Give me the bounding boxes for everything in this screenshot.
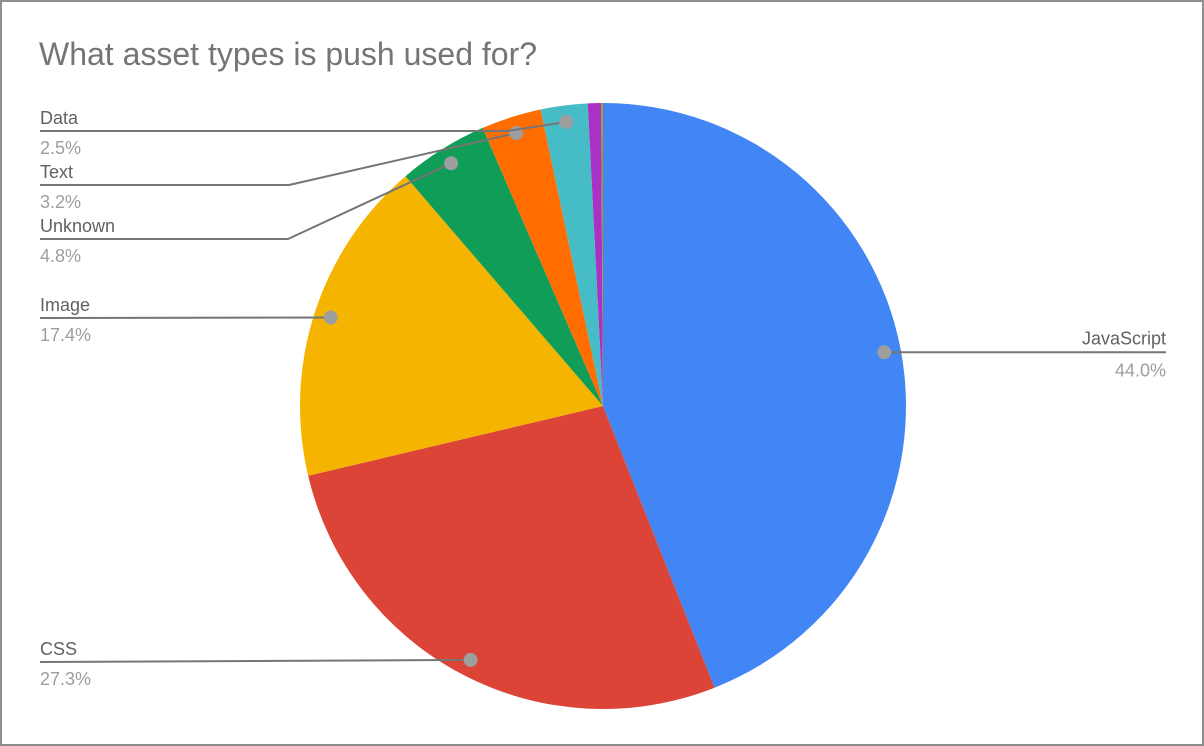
pie-slice-text[interactable] xyxy=(482,109,603,407)
chart-title: What asset types is push used for? xyxy=(39,36,538,72)
callout-line-text xyxy=(40,132,517,186)
slice-percent-text: 3.2% xyxy=(40,192,81,212)
pie-slice-unlabeled[interactable] xyxy=(601,103,603,406)
slice-percent-css: 27.3% xyxy=(40,669,91,689)
slice-percent-javascript: 44.0% xyxy=(1115,360,1166,380)
slice-percent-data: 2.5% xyxy=(40,138,81,158)
callout-dot-data xyxy=(559,115,574,129)
slice-label-data: Data xyxy=(40,108,79,128)
pie-slice-unknown[interactable] xyxy=(405,127,603,407)
callout-line-data xyxy=(40,121,567,132)
callout-dot-unknown xyxy=(444,156,459,171)
pie-slice-data[interactable] xyxy=(540,103,603,406)
callout-dot-css xyxy=(463,652,478,667)
slice-label-javascript: JavaScript xyxy=(1082,328,1166,348)
slice-percent-unknown: 4.8% xyxy=(40,246,81,266)
slice-label-text: Text xyxy=(40,162,73,182)
pie-slice-javascript[interactable] xyxy=(603,103,906,688)
pie-slice-css[interactable] xyxy=(308,406,715,709)
callout-line-image xyxy=(39,316,331,319)
callout-line-unknown xyxy=(40,162,452,240)
callout-line-css xyxy=(39,658,471,663)
slice-percent-image: 17.4% xyxy=(40,325,91,345)
slice-label-unknown: Unknown xyxy=(40,216,115,236)
slice-label-image: Image xyxy=(40,295,90,315)
callout-dot-image xyxy=(323,310,338,325)
callout-dot-javascript xyxy=(877,345,892,360)
slice-label-css: CSS xyxy=(40,639,77,659)
pie-slice-unlabeled[interactable] xyxy=(587,103,603,406)
pie-slice-image[interactable] xyxy=(299,176,603,476)
